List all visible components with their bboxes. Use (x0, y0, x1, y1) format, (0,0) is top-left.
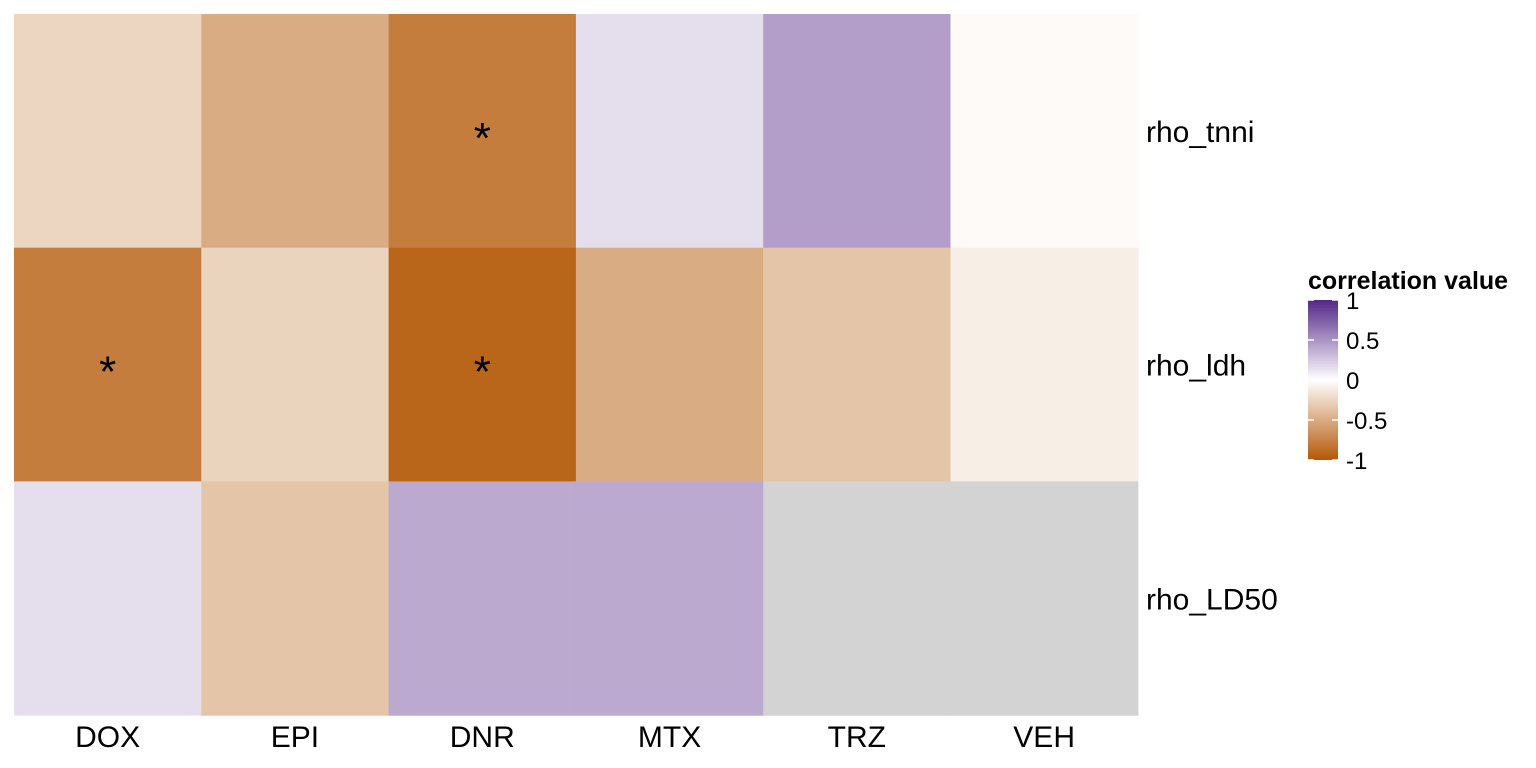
legend-ticks: 1 0.5 0 -0.5 -1 (1308, 288, 1387, 475)
significance-star: * (474, 114, 491, 163)
heatmap-cells (14, 14, 1139, 716)
legend-tick-label: 0.5 (1346, 328, 1379, 355)
legend-tick-label: -1 (1346, 448, 1367, 475)
heatmap-cell-rho_tnni-DOX (14, 14, 202, 249)
column-label-veh: VEH (1013, 721, 1075, 754)
legend-tick-label: -0.5 (1346, 408, 1387, 435)
heatmap-cell-rho_ldh-MTX (575, 247, 764, 482)
significance-star: * (474, 348, 491, 397)
heatmap-cell-rho_ldh-TRZ (763, 247, 952, 482)
heatmap-cell-rho_ldh-DOX (14, 247, 202, 482)
legend-tick-label: 1 (1346, 288, 1359, 315)
heatmap-cell-rho_LD50-TRZ (763, 481, 952, 716)
column-label-trz: TRZ (828, 721, 886, 754)
heatmap-cell-rho_ldh-DNR (388, 247, 577, 482)
heatmap-cell-rho_tnni-MTX (575, 14, 764, 249)
heatmap-cell-rho_LD50-DOX (14, 481, 202, 716)
heatmap-cell-rho_ldh-VEH (950, 247, 1139, 482)
row-labels: rho_tnni rho_ldh rho_LD50 (1146, 116, 1278, 616)
row-label-rho-tnni: rho_tnni (1146, 116, 1254, 149)
significance-markers: * * * (99, 114, 491, 397)
row-label-rho-ldh: rho_ldh (1146, 350, 1246, 383)
heatmap-cell-rho_LD50-VEH (950, 481, 1139, 716)
legend-tick-label: 0 (1346, 368, 1359, 395)
heatmap-cell-rho_ldh-EPI (201, 247, 390, 482)
column-label-dox: DOX (75, 721, 140, 754)
heatmap-cell-rho_tnni-EPI (201, 14, 390, 249)
legend-title: correlation value (1308, 267, 1508, 295)
column-label-epi: EPI (271, 721, 319, 754)
column-labels: DOX EPI DNR MTX TRZ VEH (75, 721, 1075, 754)
significance-star: * (99, 348, 116, 397)
row-label-rho-ld50: rho_LD50 (1146, 583, 1278, 616)
heatmap-cell-rho_LD50-EPI (201, 481, 390, 716)
heatmap-cell-rho_tnni-DNR (388, 14, 577, 249)
heatmap-cell-rho_tnni-VEH (950, 14, 1139, 249)
heatmap-cell-rho_LD50-DNR (388, 481, 577, 716)
column-label-mtx: MTX (638, 721, 701, 754)
heatmap-cell-rho_tnni-TRZ (763, 14, 952, 249)
column-label-dnr: DNR (450, 721, 515, 754)
heatmap-cell-rho_LD50-MTX (575, 481, 764, 716)
color-legend: correlation value 1 0.5 0 -0.5 -1 (1308, 267, 1508, 475)
